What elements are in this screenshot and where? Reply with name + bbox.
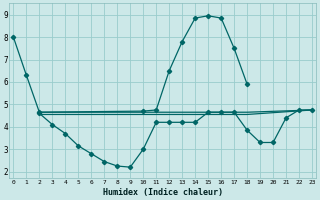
X-axis label: Humidex (Indice chaleur): Humidex (Indice chaleur)	[103, 188, 223, 197]
